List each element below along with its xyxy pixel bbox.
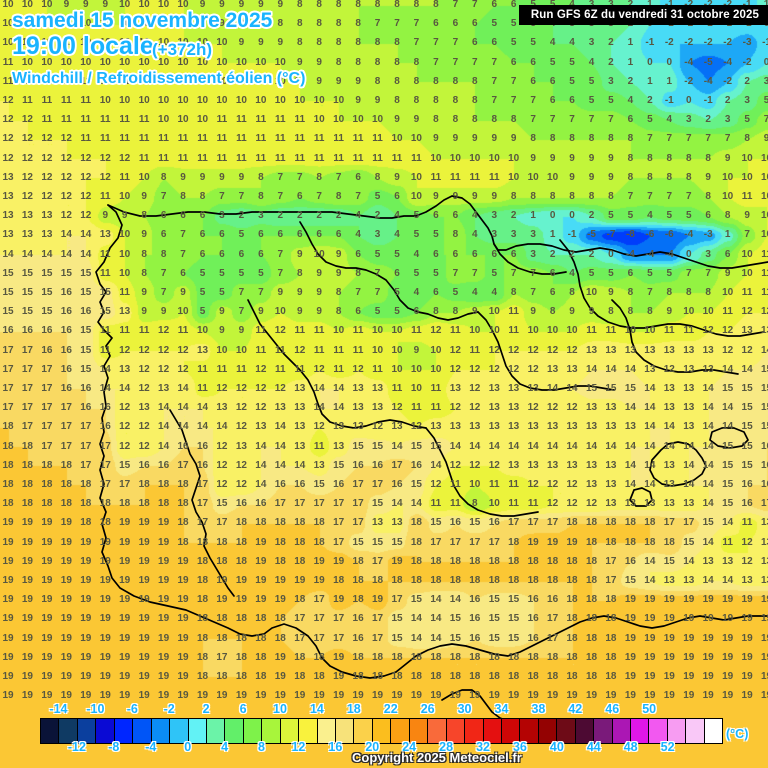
legend-swatch — [372, 719, 392, 743]
map-time-label: 19:00 locale — [12, 32, 154, 60]
legend-tick-bottom: 0 — [184, 740, 192, 754]
legend-swatch — [428, 719, 447, 743]
legend-swatch — [594, 719, 613, 743]
legend-tick-top: 42 — [568, 702, 583, 716]
legend-tick-top: 30 — [457, 702, 472, 716]
color-scale-legend — [40, 718, 723, 744]
legend-tick-top: 46 — [605, 702, 620, 716]
legend-swatch — [409, 719, 429, 743]
legend-swatch — [557, 719, 576, 743]
legend-tick-top: 6 — [239, 702, 247, 716]
legend-tick-bottom: 52 — [660, 740, 675, 754]
legend-tick-top: 34 — [494, 702, 509, 716]
legend-tick-bottom: 4 — [221, 740, 229, 754]
legend-swatch — [336, 719, 355, 743]
legend-unit-label: (°C) — [726, 727, 749, 741]
legend-tick-bottom: -8 — [108, 740, 120, 754]
legend-tick-top: 18 — [346, 702, 361, 716]
legend-tick-top: 50 — [642, 702, 657, 716]
legend-swatch — [538, 719, 558, 743]
legend-swatch — [704, 719, 723, 743]
legend-tick-bottom: 20 — [365, 740, 380, 754]
legend-tick-top: -14 — [49, 702, 68, 716]
map-forecast-offset: (+372h) — [152, 40, 212, 59]
legend-swatch — [631, 719, 650, 743]
legend-swatch — [170, 719, 189, 743]
legend-swatch — [317, 719, 336, 743]
legend-tick-bottom: -4 — [145, 740, 157, 754]
legend-tick-bottom: 24 — [402, 740, 417, 754]
map-parameter-label: Windchill / Refroidissement éolien (°C) — [12, 70, 306, 87]
legend-swatch — [391, 719, 410, 743]
legend-swatch — [667, 719, 687, 743]
legend-swatch — [465, 719, 484, 743]
legend-swatch — [649, 719, 668, 743]
legend-swatch — [133, 719, 152, 743]
legend-tick-top: 10 — [273, 702, 287, 716]
legend-swatch — [299, 719, 318, 743]
legend-swatch — [188, 719, 207, 743]
legend-swatch — [206, 719, 226, 743]
legend-swatch — [520, 719, 539, 743]
legend-swatch — [225, 719, 244, 743]
legend-tick-bottom: 12 — [291, 740, 306, 754]
legend-tick-bottom: 28 — [439, 740, 454, 754]
legend-tick-bottom: 44 — [586, 740, 601, 754]
legend-tick-top: 2 — [202, 702, 210, 716]
legend-tick-top: -2 — [163, 702, 175, 716]
legend-tick-bottom: 16 — [328, 740, 343, 754]
legend-tick-bottom: 8 — [258, 740, 265, 754]
legend-swatch — [151, 719, 171, 743]
legend-tick-bottom: 36 — [512, 740, 527, 754]
legend-tick-bottom: 40 — [549, 740, 564, 754]
legend-tick-top: 22 — [383, 702, 398, 716]
legend-swatch — [77, 719, 97, 743]
legend-swatch — [280, 719, 300, 743]
legend-swatch — [41, 719, 60, 743]
legend-swatch — [501, 719, 521, 743]
legend-tick-top: 38 — [531, 702, 546, 716]
legend-tick-top: 14 — [309, 702, 324, 716]
legend-tick-bottom: 48 — [623, 740, 638, 754]
legend-swatch — [354, 719, 373, 743]
legend-swatch — [114, 719, 134, 743]
legend-swatch — [59, 719, 78, 743]
legend-swatch — [575, 719, 595, 743]
legend-tick-top: 26 — [420, 702, 435, 716]
map-date-label: samedi 15 novembre 2025 — [12, 9, 273, 32]
legend-tick-bottom: -12 — [67, 740, 86, 754]
legend-swatch — [446, 719, 466, 743]
legend-tick-top: -10 — [86, 702, 105, 716]
legend-tick-bottom: 32 — [476, 740, 490, 754]
legend-swatch — [612, 719, 631, 743]
legend-swatch — [243, 719, 263, 743]
legend-swatch — [483, 719, 502, 743]
copyright-label: Copyright 2025 Meteociel.fr — [352, 750, 522, 765]
model-run-banner: Run GFS 6Z du vendredi 31 octobre 2025 — [518, 5, 768, 25]
legend-swatch — [96, 719, 115, 743]
legend-swatch — [686, 719, 705, 743]
legend-tick-top: -6 — [126, 702, 138, 716]
legend-swatch — [262, 719, 281, 743]
